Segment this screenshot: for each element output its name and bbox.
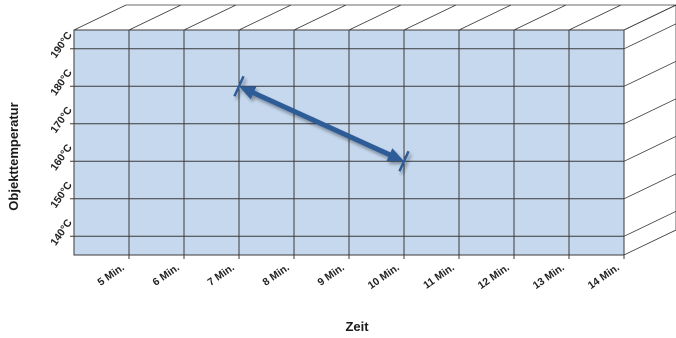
y-axis-title: Objekttemperatur xyxy=(6,102,21,210)
x-tick-label: 6 Min. xyxy=(150,262,181,289)
depth-line-side xyxy=(623,4,676,31)
depth-line-top xyxy=(183,4,237,31)
grid-lines xyxy=(74,30,624,255)
depth-line-side xyxy=(623,173,676,200)
depth-line-side xyxy=(623,60,676,87)
depth-line-top xyxy=(128,4,182,31)
x-tick-label: 9 Min. xyxy=(315,262,346,289)
series-layer xyxy=(233,75,410,172)
depth-line-top xyxy=(458,4,512,31)
x-tick-label: 10 Min. xyxy=(366,262,402,292)
x-axis-ticks: 5 Min. 6 Min. 7 Min. 8 Min. 9 Min. 10 Min. 11 … xyxy=(95,255,625,292)
y-tick-label: 140°C xyxy=(48,217,75,248)
depth-line-top xyxy=(238,4,292,31)
x-tick-label: 11 Min. xyxy=(421,262,457,292)
x-tick-label: 12 Min. xyxy=(476,262,512,292)
depth-line-top xyxy=(513,4,567,31)
depth-line-side xyxy=(623,23,676,50)
arrow-shaft xyxy=(248,88,395,159)
x-tick-label: 14 Min. xyxy=(586,262,622,292)
x-tick-label: 5 Min. xyxy=(95,262,126,289)
y-tick-label: 180°C xyxy=(48,67,75,98)
y-tick-label: 160°C xyxy=(48,142,75,173)
arrow-head-start xyxy=(239,86,257,100)
depth-line-side xyxy=(623,210,676,237)
depth-line-top xyxy=(348,4,402,31)
y-tick-label: 190°C xyxy=(48,29,75,60)
depth-line-top xyxy=(403,4,457,31)
y-axis-ticks: 140°C 150°C 160°C 170°C 180°C 190°C xyxy=(48,29,75,248)
x-axis-title: Zeit xyxy=(345,319,369,334)
x-tick-label: 7 Min. xyxy=(205,262,236,289)
depth-line-side xyxy=(623,135,676,162)
arrow-series xyxy=(233,75,410,172)
depth-line-top xyxy=(568,4,622,31)
depth-line-side xyxy=(623,229,676,256)
x-tick-label: 13 Min. xyxy=(531,262,567,292)
arrow-head-end xyxy=(386,148,404,162)
back-wall-3d xyxy=(73,4,676,256)
x-tick-label: 8 Min. xyxy=(260,262,291,289)
depth-line-top xyxy=(73,4,127,31)
y-tick-label: 150°C xyxy=(48,179,75,210)
depth-line-side xyxy=(623,98,676,125)
depth-line-top xyxy=(293,4,347,31)
y-tick-label: 170°C xyxy=(48,104,75,135)
